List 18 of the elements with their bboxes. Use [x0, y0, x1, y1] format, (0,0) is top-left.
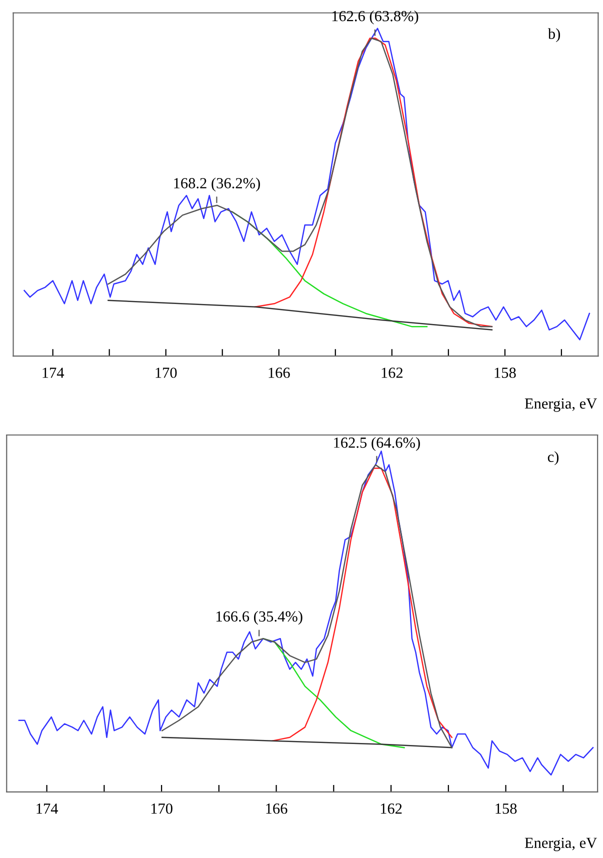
- annotation: 166.6 (35.4%): [216, 610, 302, 625]
- x-tick-label: 162: [380, 804, 402, 814]
- x-tick-label: 158: [496, 803, 517, 814]
- x-tick-label: 174: [42, 368, 64, 378]
- x-tick-label: 162: [382, 368, 403, 378]
- annotation: 162.6 (63.8%): [332, 10, 418, 24]
- annotation: b): [548, 28, 560, 42]
- annotation: c): [548, 451, 559, 466]
- x-axis-title: Energia, eV: [524, 838, 597, 852]
- x-tick-label: 158: [494, 368, 516, 378]
- annotation: 162.5 (64.6%): [334, 437, 420, 451]
- x-tick-label: 166: [266, 804, 288, 814]
- x-tick-label: 170: [156, 368, 177, 378]
- x-tick-label: 174: [36, 804, 58, 814]
- annotation: 168.2 (36.2%): [174, 178, 260, 192]
- x-axis-title: Energia, eV: [524, 398, 597, 412]
- x-tick-label: 170: [151, 803, 172, 814]
- x-tick-label: 166: [268, 368, 290, 378]
